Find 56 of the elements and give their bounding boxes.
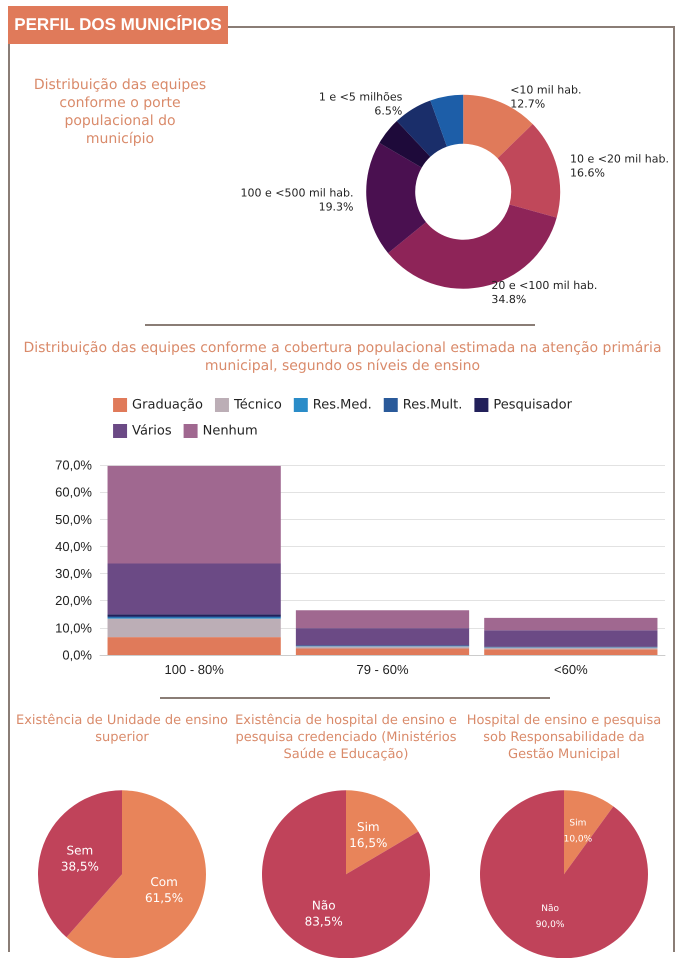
bar (296, 648, 470, 655)
bar (484, 618, 658, 630)
data-label: 16,5% (349, 836, 388, 850)
bar (484, 630, 658, 647)
x-tick-label: 79 - 60% (356, 662, 409, 677)
y-tick-label: 30,0% (55, 566, 92, 582)
slice-label: Sim (569, 818, 586, 829)
chart-title: Existência de Unidade de ensino superior (14, 712, 230, 746)
data-label: 34.8% (491, 293, 526, 306)
slice-label: 1 e <5 milhões (318, 90, 403, 104)
legend-label: Técnico (232, 398, 282, 412)
chart-title: Distribuição das equipes conforme a cobertura populacional estimada na atenção primária municipal, segundo os níveis de ensino (22, 339, 663, 375)
slice-label: <10 mil hab. (510, 83, 582, 96)
bar (296, 628, 470, 646)
legend-label: Res.Med. (312, 398, 372, 412)
data-label: 83,5% (304, 914, 343, 928)
slice-label: Sim (356, 820, 380, 834)
text: Distribuição das equipes conforme o porte populacional do município (32, 76, 208, 148)
y-tick-label: 50,0% (55, 512, 92, 527)
x-tick-label: <60% (554, 662, 588, 677)
slice-label: Com (150, 875, 178, 890)
bar (296, 610, 470, 628)
bar (108, 618, 281, 638)
data-label: 38,5% (60, 859, 99, 874)
data-label: 12.7% (510, 97, 546, 110)
data-label: 10,0% (564, 834, 593, 845)
text: PERFIL DOS MUNICÍPIOS (8, 6, 228, 44)
bar (108, 564, 281, 614)
chart-title: Existência de hospital de ensino e pesquisa credenciado (Ministérios Saúde e Educação) (234, 712, 458, 763)
chart-title: Hospital de ensino e pesquisa sob Responsabilidade da Gestão Municipal (466, 712, 662, 763)
slice-label: Sem (66, 843, 94, 858)
data-label: 6.5% (374, 104, 402, 118)
y-tick-label: 20,0% (55, 593, 92, 608)
slice-label: 20 e <100 mil hab. (491, 279, 598, 292)
slice-label: Não (541, 904, 560, 914)
bar (108, 466, 281, 564)
slice-label: 10 e <20 mil hab. (570, 152, 669, 166)
legend-label: Vários (132, 424, 172, 438)
y-tick-label: 0,0% (62, 648, 92, 662)
legend-label: Pesquisador (493, 398, 573, 412)
y-tick-label: 70,0% (55, 458, 92, 472)
y-tick-label: 40,0% (55, 538, 92, 554)
y-tick-label: 10,0% (55, 620, 92, 636)
x-tick-label: 100 - 80% (164, 662, 224, 677)
slice-label: Não (312, 898, 336, 912)
y-tick-label: 60,0% (55, 484, 92, 500)
data-label: 16.6% (570, 166, 605, 180)
bar (484, 649, 658, 655)
legend-label: Res.Mult. (402, 398, 462, 412)
slice-label: 100 e <500 mil hab. (240, 186, 354, 200)
legend-label: Nenhum (202, 424, 258, 438)
legend-label: Graduação (132, 398, 204, 412)
data-label: 61,5% (145, 891, 184, 906)
bar (108, 637, 281, 655)
data-label: 19.3% (318, 200, 354, 214)
data-label: 90,0% (536, 920, 565, 930)
